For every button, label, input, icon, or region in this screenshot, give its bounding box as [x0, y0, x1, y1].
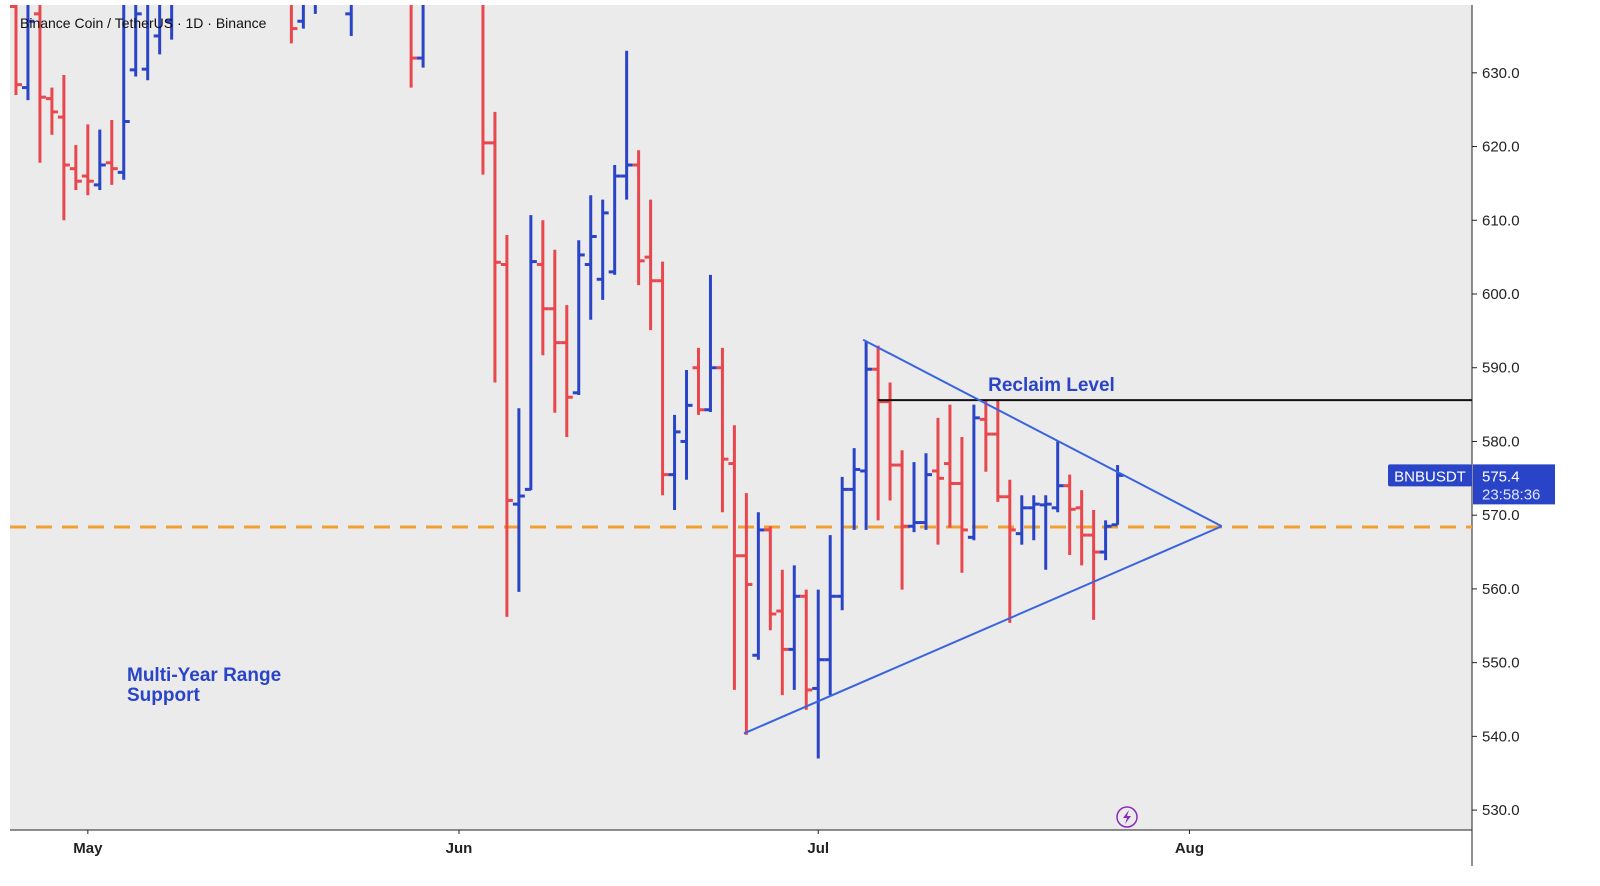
y-tick-label: 550.0 — [1482, 655, 1520, 672]
x-tick-label: Jun — [446, 840, 473, 857]
symbol-label: BNBUSDT — [1394, 468, 1466, 485]
y-tick-label: 580.0 — [1482, 433, 1520, 450]
y-tick-label: 540.0 — [1482, 728, 1520, 745]
y-tick-label: 630.0 — [1482, 65, 1520, 82]
y-tick-label: 620.0 — [1482, 139, 1520, 156]
price-label: 575.4 — [1482, 468, 1520, 485]
y-tick-label: 590.0 — [1482, 360, 1520, 377]
triangle-lower — [743, 525, 1223, 735]
plot-area — [10, 5, 1472, 830]
price-tag — [1473, 464, 1555, 505]
y-tick-label: 610.0 — [1482, 212, 1520, 229]
x-tick-label: May — [73, 840, 103, 857]
flash-icon — [1116, 806, 1138, 828]
chart-title: Binance Coin / TetherUS · 1D · Binance — [20, 15, 267, 31]
x-tick-label: Jul — [807, 840, 829, 857]
x-tick-label: Aug — [1175, 840, 1204, 857]
reclaim-label: Reclaim Level — [988, 375, 1115, 396]
plot — [10, 5, 1472, 759]
y-tick-label: 570.0 — [1482, 507, 1520, 524]
countdown-label: 23:58:36 — [1482, 486, 1540, 503]
y-tick-label: 560.0 — [1482, 581, 1520, 598]
y-tick-label: 530.0 — [1482, 802, 1520, 819]
support-label: Multi-Year Range Support — [127, 665, 282, 706]
symbol-tag — [1388, 464, 1472, 487]
triangle-upper — [862, 338, 1223, 528]
y-tick-label: 600.0 — [1482, 286, 1520, 303]
